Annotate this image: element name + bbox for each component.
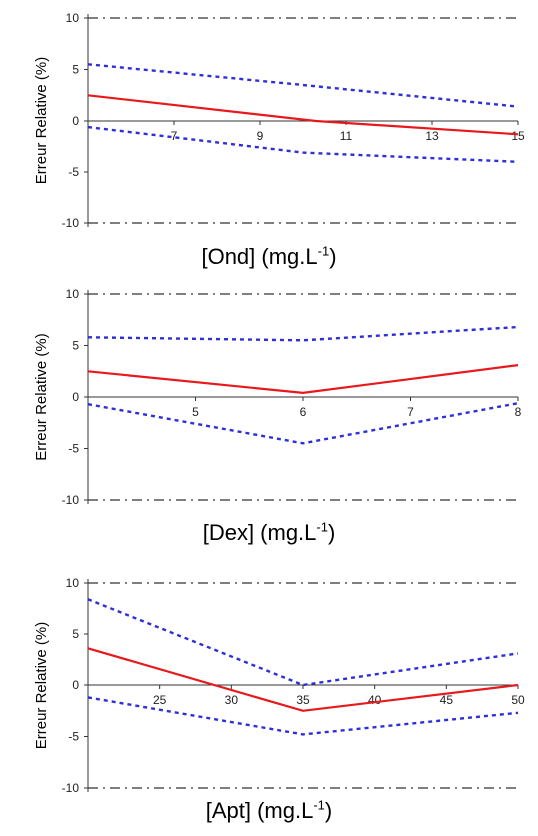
x-tick-label: 35	[296, 693, 310, 707]
series-line-bias	[87, 94, 519, 136]
x-tick-label: 9	[257, 129, 264, 143]
x-tick-label: 11	[340, 129, 353, 143]
x-tick-label: 25	[153, 693, 167, 707]
y-tick-label: -10	[62, 493, 80, 507]
y-tick-label: 5	[72, 627, 79, 641]
x-axis-label-sup: -1	[317, 243, 330, 259]
x-axis-label-text: [Dex] (mg.L	[202, 520, 317, 545]
x-tick-label: 7	[171, 129, 178, 143]
y-tick-label: -10	[62, 216, 80, 230]
y-tick-label: -10	[62, 781, 80, 795]
y-tick-label: 5	[72, 339, 79, 353]
chart-panel-apt: 10 5 0 -5 -10 25 30 35 40 45 50 Erreur Relative (%)…	[0, 554, 538, 836]
y-tick-label: 5	[72, 63, 79, 77]
x-axis-label-close: )	[327, 520, 336, 545]
chart-dex: 10 5 0 -5 -10 5 6 7 8 Erreur Relative (%)	[33, 287, 522, 507]
y-tick-label: 0	[72, 390, 79, 404]
x-tick-label: 40	[368, 693, 382, 707]
y-tick-label: 0	[72, 114, 79, 128]
x-axis-label-apt: [Apt] (mg.L-1)	[0, 798, 538, 824]
x-axis-label-text: [Apt] (mg.L	[205, 798, 314, 823]
y-axis-label: Erreur Relative (%)	[33, 333, 50, 461]
chart-ond: 10 5 0 -5 -10 7 9 11 13 15 Erreur Relative (%)	[33, 11, 525, 230]
x-axis-label-text: [Ond] (mg.L	[201, 244, 318, 269]
x-tick-label: 15	[511, 129, 525, 143]
x-axis-label-ond: [Ond] (mg.L-1)	[0, 244, 538, 270]
x-tick-label: 50	[511, 693, 525, 707]
x-axis-label-sup: -1	[313, 797, 325, 813]
y-tick-label: 0	[72, 678, 79, 692]
y-tick-label: -5	[68, 730, 79, 744]
series-line-lower	[87, 125, 519, 163]
series-line-bias	[87, 364, 519, 395]
x-tick-label: 7	[407, 405, 414, 419]
x-tick-label: 13	[425, 129, 439, 143]
y-tick-label: 10	[66, 287, 80, 301]
y-tick-label: -5	[68, 165, 79, 179]
y-tick-label: -5	[68, 442, 79, 456]
y-tick-label: 10	[66, 11, 80, 25]
chart-panel-ond: 10 5 0 -5 -10 7 9 11 13 15 Erreur Relative (%) [On…	[0, 0, 538, 278]
series-line-upper	[87, 63, 519, 108]
series-line-upper	[87, 325, 519, 342]
x-axis-label-close: )	[324, 798, 333, 823]
x-axis-label-sup: -1	[316, 519, 328, 535]
chart-panel-dex: 10 5 0 -5 -10 5 6 7 8 Erreur Relative (%) [Dex] (…	[0, 278, 538, 554]
x-tick-label: 30	[225, 693, 239, 707]
y-axis-label: Erreur Relative (%)	[33, 57, 50, 185]
x-axis-label-dex: [Dex] (mg.L-1)	[0, 520, 538, 546]
x-tick-label: 45	[440, 693, 454, 707]
series-line-lower	[87, 402, 519, 445]
x-tick-label: 6	[300, 405, 307, 419]
series-line-lower	[87, 696, 519, 736]
y-axis-label: Erreur Relative (%)	[33, 622, 50, 750]
y-tick-label: 10	[66, 576, 80, 590]
series-line-bias	[87, 647, 519, 712]
x-tick-label: 5	[192, 405, 199, 419]
series-line-upper	[87, 598, 519, 687]
x-tick-label: 8	[515, 405, 522, 419]
x-axis-label-close: )	[329, 244, 337, 269]
